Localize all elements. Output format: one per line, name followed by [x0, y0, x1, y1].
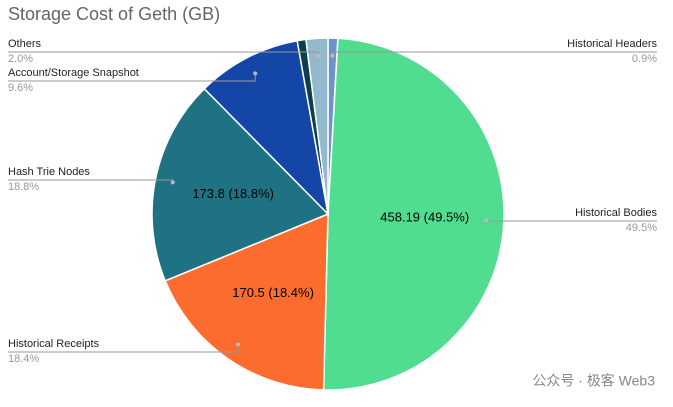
pie-slice	[151, 87, 330, 282]
leader-dot	[236, 342, 241, 347]
leader-dot	[330, 53, 335, 58]
slice-value-label: 458.19 (49.5%)	[380, 209, 469, 224]
pie-slice	[203, 39, 330, 217]
percent-label: 18.4%	[8, 353, 39, 365]
percent-label: 2.0%	[8, 53, 33, 65]
leader-line	[8, 344, 239, 353]
legend-label: Historical Receipts	[8, 338, 100, 350]
legend-label: Hash Trie Nodes	[8, 166, 90, 178]
leader-dot	[316, 53, 321, 58]
legend-label: Account/Storage Snapshot	[8, 67, 139, 79]
leader-line	[485, 220, 657, 222]
chart-title: Storage Cost of Geth (GB)	[8, 4, 220, 24]
leader-dot	[253, 71, 258, 76]
percent-label: 18.8%	[8, 181, 39, 193]
leader-line	[8, 73, 256, 82]
pie-slice	[305, 37, 329, 215]
percent-label: 9.6%	[8, 82, 33, 94]
percent-label: 49.5%	[626, 222, 657, 234]
legend-label: Historical Headers	[567, 38, 657, 50]
percent-label: 0.9%	[632, 53, 657, 65]
watermark: 公众号 · 极客 Web3	[532, 373, 655, 389]
leader-dot	[170, 180, 175, 185]
leader-dot	[484, 218, 489, 223]
pie-slice	[164, 212, 329, 391]
legend-label: Others	[8, 38, 42, 50]
legend-label: Historical Bodies	[575, 207, 657, 219]
slice-value-label: 173.8 (18.8%)	[192, 186, 274, 201]
slice-value-label: 170.5 (18.4%)	[232, 285, 314, 300]
